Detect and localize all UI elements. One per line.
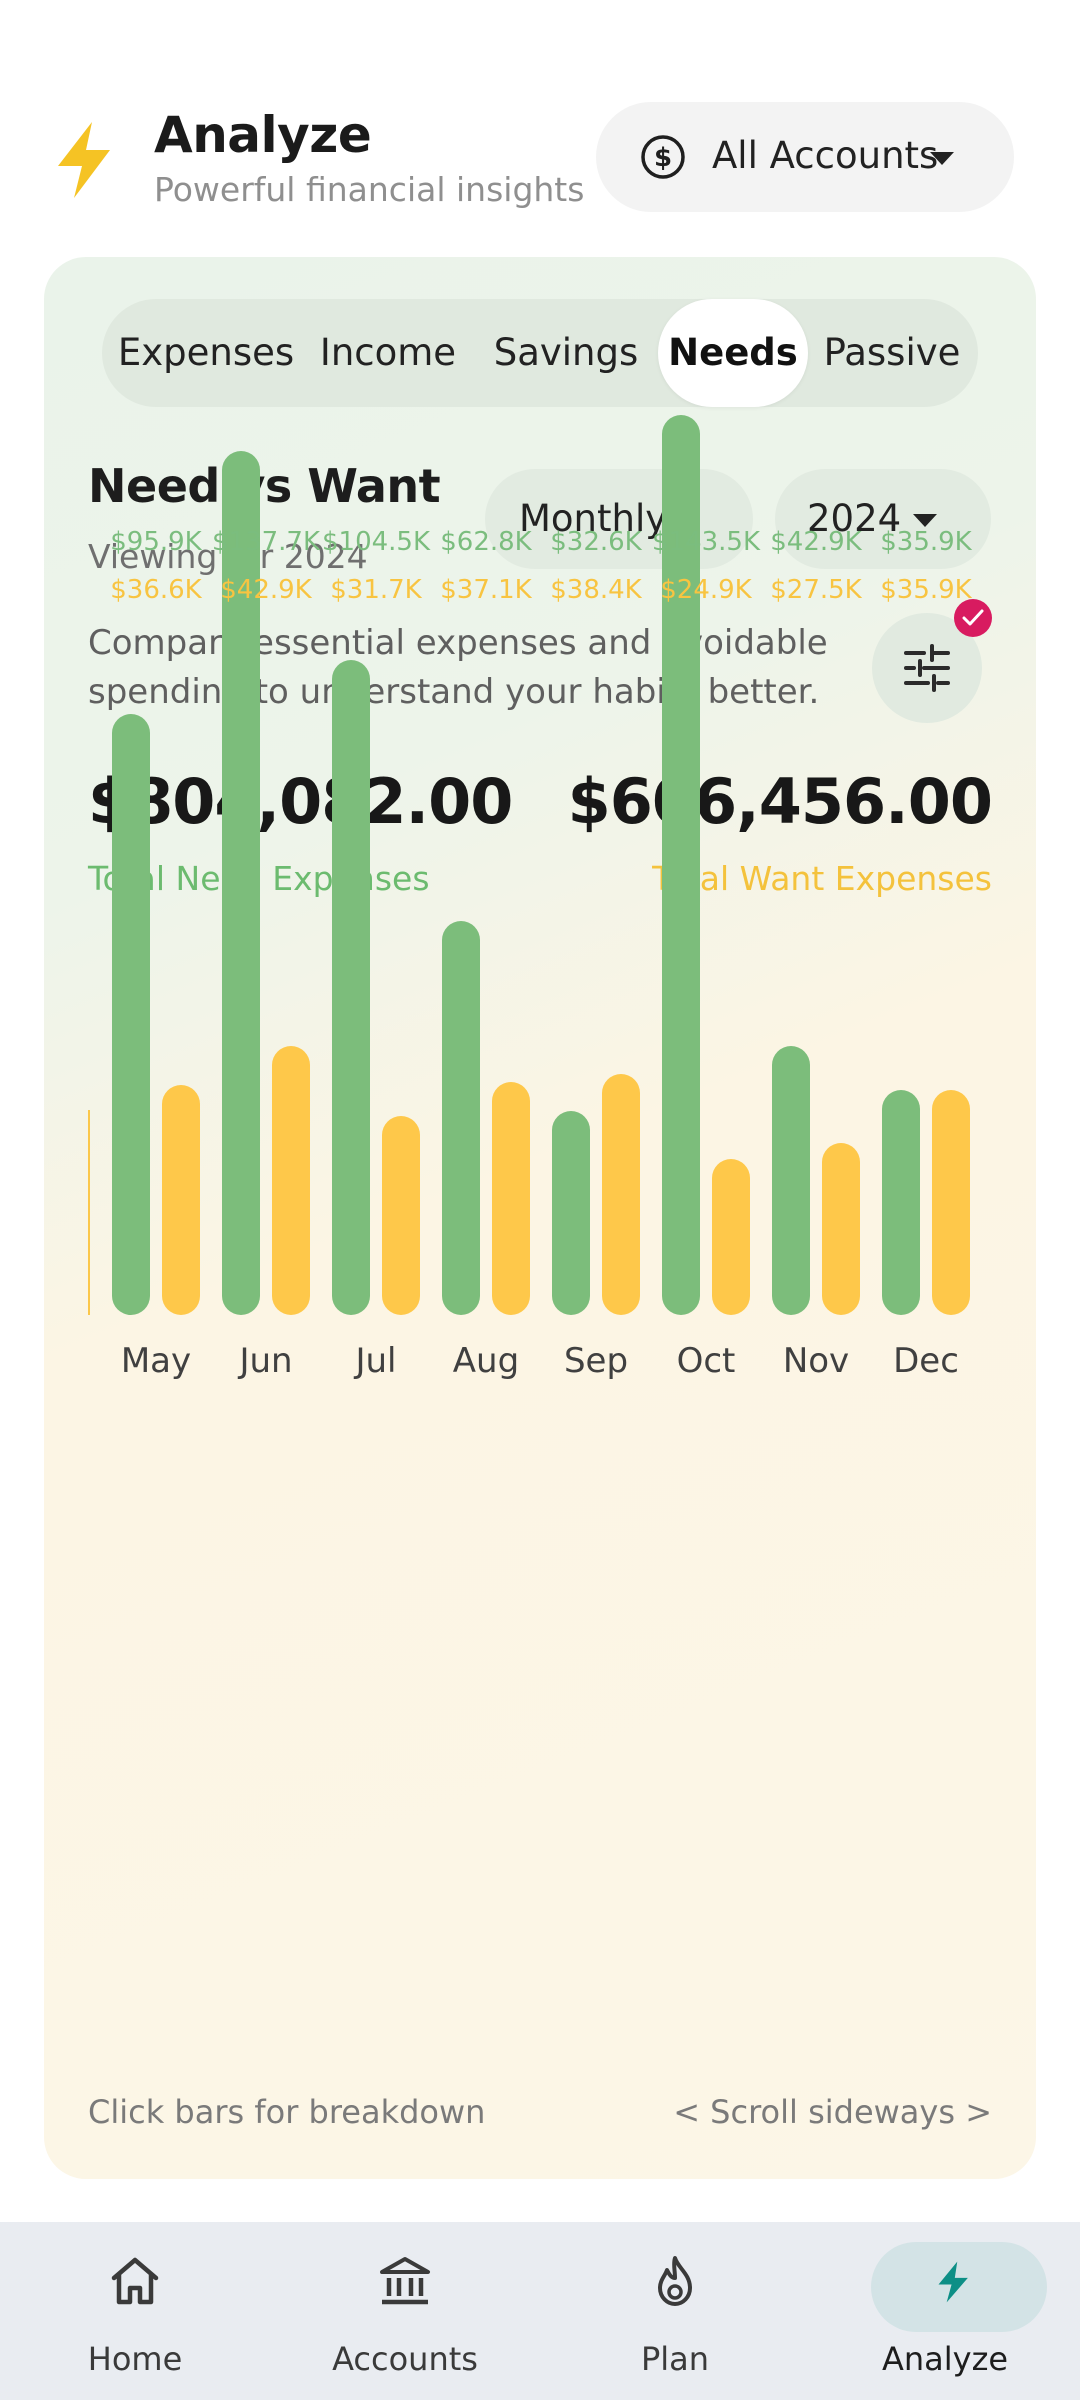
want-value-label-sep: $38.4K — [550, 575, 642, 605]
home-icon — [111, 2257, 159, 2305]
chevron-down-icon — [930, 152, 954, 165]
analysis-tabs: Expenses Income Savings Needs Passive — [102, 299, 978, 407]
nav-item-plan[interactable]: Plan — [540, 2222, 810, 2400]
need-value-label-sep: $32.6K — [550, 527, 642, 557]
month-label-may: May — [120, 1341, 192, 1381]
want-bar-dec[interactable] — [932, 1090, 970, 1315]
need-value-label-jul: $104.5K — [321, 527, 431, 557]
analysis-card: Expenses Income Savings Needs Passive Ne… — [44, 257, 1036, 2179]
tab-passive[interactable]: Passive — [823, 331, 961, 374]
check-icon — [962, 609, 984, 626]
page-subtitle: Powerful financial insights — [154, 170, 585, 209]
sliders-icon — [904, 644, 950, 692]
total-need-amount: $804,082.00 — [88, 765, 513, 838]
tab-expenses[interactable]: Expenses — [117, 331, 295, 374]
need-bar-may[interactable] — [112, 714, 150, 1315]
bank-icon — [380, 2257, 430, 2305]
svg-text:$: $ — [654, 143, 672, 173]
month-label-aug: Aug — [452, 1341, 520, 1381]
page-title: Analyze — [154, 106, 372, 164]
want-value-label-oct: $24.9K — [660, 575, 752, 605]
flame-icon — [658, 2256, 692, 2306]
need-value-label-aug: $62.8K — [440, 527, 532, 557]
section-description: Compare essential expenses and avoidable… — [88, 623, 828, 712]
chevron-down-icon — [913, 514, 937, 527]
want-bar-nov[interactable] — [822, 1143, 860, 1315]
month-label-jun: Jun — [239, 1341, 293, 1381]
tab-income[interactable]: Income — [319, 331, 457, 374]
want-bar-oct[interactable] — [712, 1159, 750, 1315]
bolt-icon — [58, 122, 110, 198]
accounts-selector-label: All Accounts — [712, 134, 939, 177]
need-bar-sep[interactable] — [552, 1111, 590, 1315]
tab-savings[interactable]: Savings — [493, 331, 639, 374]
dollar-circle-icon: $ — [641, 135, 685, 179]
nav-label-analyze: Analyze — [881, 2340, 1009, 2378]
total-want-label: Total Want Expenses — [652, 859, 992, 898]
want-value-label-jun: $42.9K — [220, 575, 312, 605]
bottom-navigation: Home Accounts Plan Analyze — [0, 2222, 1080, 2400]
want-bar-may[interactable] — [162, 1085, 200, 1315]
period-dropdown-label: Monthly — [519, 497, 668, 540]
nav-label-accounts: Accounts — [332, 2340, 478, 2378]
need-value-label-dec: $35.9K — [880, 527, 972, 557]
app-header: Analyze Powerful financial insights $ Al… — [0, 100, 1080, 220]
want-bar-aug[interactable] — [492, 1082, 530, 1315]
need-bar-nov[interactable] — [772, 1046, 810, 1315]
total-want-amount: $606,456.00 — [567, 765, 993, 838]
need-bar-jul[interactable] — [332, 660, 370, 1315]
tab-needs[interactable]: Needs — [658, 299, 808, 407]
nav-label-home: Home — [87, 2340, 183, 2378]
section-title: Need vs Want — [88, 459, 441, 513]
want-value-label-jul: $31.7K — [330, 575, 422, 605]
filter-active-badge — [954, 599, 992, 637]
month-label-nov: Nov — [782, 1341, 850, 1381]
need-bar-aug[interactable] — [442, 921, 480, 1315]
month-label-dec: Dec — [893, 1341, 959, 1381]
accounts-selector[interactable]: $ All Accounts — [596, 102, 1014, 212]
need-bar-dec[interactable] — [882, 1090, 920, 1315]
need-value-label-may: $95.9K — [110, 527, 202, 557]
need-bar-oct[interactable] — [662, 415, 700, 1315]
need-bar-jun[interactable] — [222, 451, 260, 1315]
offscreen-bar-edge — [88, 1110, 90, 1315]
need-value-label-nov: $42.9K — [770, 527, 862, 557]
want-value-label-dec: $35.9K — [880, 575, 972, 605]
nav-item-home[interactable]: Home — [0, 2222, 270, 2400]
want-bar-jul[interactable] — [382, 1116, 420, 1315]
chart-hint-click: Click bars for breakdown — [88, 2093, 486, 2131]
nav-label-plan: Plan — [640, 2340, 710, 2378]
bolt-icon — [938, 2261, 968, 2303]
month-label-oct: Oct — [676, 1341, 736, 1381]
year-dropdown-label: 2024 — [807, 497, 902, 540]
need-value-label-oct: $143.5K — [651, 527, 761, 557]
want-bar-jun[interactable] — [272, 1046, 310, 1315]
want-value-label-may: $36.6K — [110, 575, 202, 605]
want-bar-sep[interactable] — [602, 1074, 640, 1315]
month-label-jul: Jul — [355, 1341, 397, 1381]
want-value-label-nov: $27.5K — [770, 575, 862, 605]
need-want-bar-chart: $95.9K $36.6K May $137.7K $42.9K Jun $104.5K $3… — [44, 415, 1036, 2077]
nav-item-analyze[interactable]: Analyze — [810, 2222, 1080, 2400]
need-value-label-jun: $137.7K — [211, 527, 321, 557]
nav-item-accounts[interactable]: Accounts — [270, 2222, 540, 2400]
year-dropdown[interactable]: 2024 — [775, 469, 991, 569]
chart-hint-scroll: < Scroll sideways > — [673, 2093, 992, 2131]
month-label-sep: Sep — [563, 1341, 629, 1381]
want-value-label-aug: $37.1K — [440, 575, 532, 605]
